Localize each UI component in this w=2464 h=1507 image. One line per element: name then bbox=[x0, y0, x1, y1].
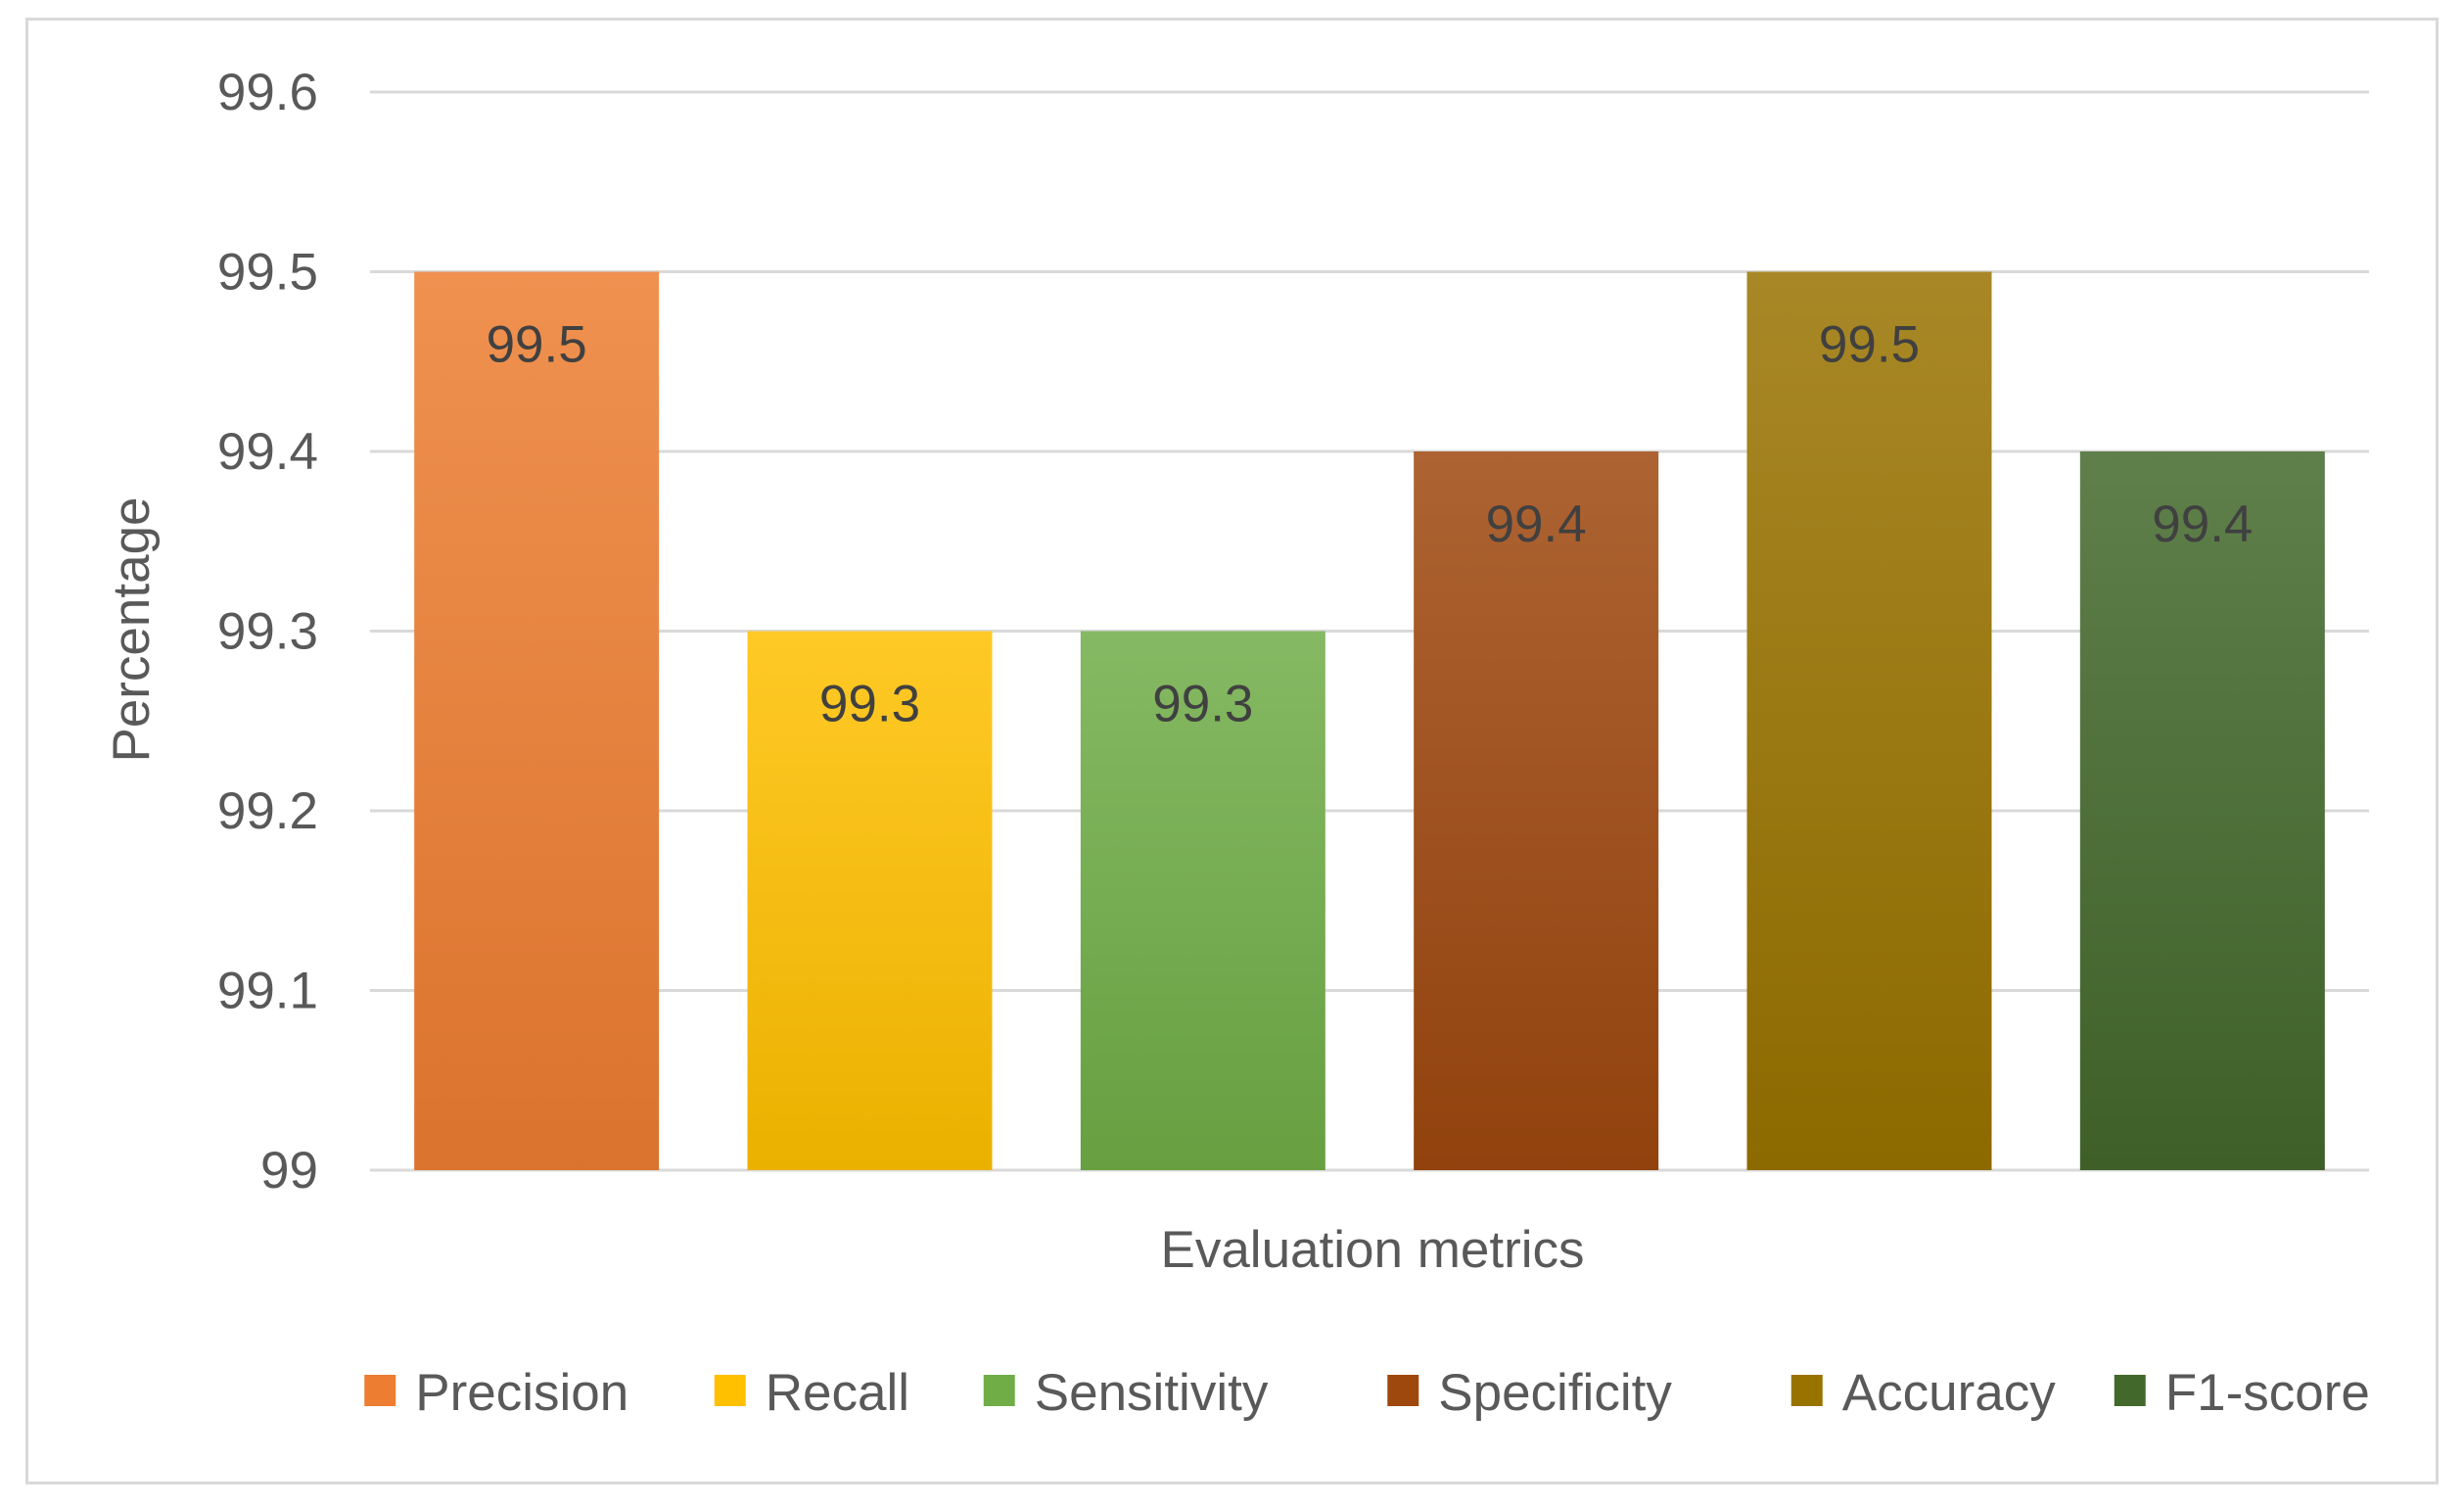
y-tick-label: 99 bbox=[260, 1142, 318, 1200]
legend-label: Sensitivity bbox=[1035, 1364, 1269, 1422]
bar-accuracy bbox=[1746, 271, 1992, 1170]
legend-swatch bbox=[714, 1375, 746, 1406]
data-label-accuracy: 99.5 bbox=[1819, 316, 1920, 374]
legend-item-recall: Recall bbox=[714, 1364, 909, 1422]
legend-swatch bbox=[2114, 1375, 2146, 1406]
y-axis-title: Percentage bbox=[103, 496, 161, 762]
legend-item-f1-score: F1-score bbox=[2114, 1364, 2370, 1422]
x-axis-title: Evaluation metrics bbox=[1160, 1221, 1584, 1279]
legend-label: Specificity bbox=[1438, 1364, 1672, 1422]
y-tick-label: 99.2 bbox=[217, 782, 318, 840]
y-tick-label: 99.1 bbox=[217, 963, 318, 1020]
legend-item-accuracy: Accuracy bbox=[1790, 1364, 2056, 1422]
bar-sensitivity bbox=[1080, 631, 1325, 1170]
data-label-sensitivity: 99.3 bbox=[1152, 676, 1253, 733]
legend: Precision Recall Sensitivity Specificity Acc… bbox=[364, 1364, 2370, 1422]
legend-label: Recall bbox=[766, 1364, 909, 1422]
bar-recall bbox=[747, 631, 993, 1170]
bar-precision bbox=[414, 271, 660, 1170]
y-tick-label: 99.4 bbox=[217, 423, 318, 481]
legend-swatch bbox=[1790, 1375, 1823, 1406]
bars bbox=[414, 271, 2325, 1170]
y-tick-label: 99.3 bbox=[217, 603, 318, 661]
legend-swatch bbox=[983, 1375, 1015, 1406]
legend-swatch bbox=[364, 1375, 396, 1406]
data-label-recall: 99.3 bbox=[819, 676, 920, 733]
data-label-precision: 99.5 bbox=[487, 316, 587, 374]
legend-item-precision: Precision bbox=[364, 1364, 628, 1422]
legend-item-specificity: Specificity bbox=[1387, 1364, 1672, 1422]
data-label-specificity: 99.4 bbox=[1486, 495, 1587, 553]
bar-specificity bbox=[1414, 451, 1659, 1170]
legend-label: Precision bbox=[415, 1364, 628, 1422]
y-axis-ticks: 99 99.1 99.2 99.3 99.4 99.5 99.6 bbox=[217, 64, 318, 1200]
y-tick-label: 99.5 bbox=[217, 244, 318, 302]
y-tick-label: 99.6 bbox=[217, 64, 318, 121]
legend-label: Accuracy bbox=[1842, 1364, 2056, 1422]
legend-swatch bbox=[1387, 1375, 1419, 1406]
gridlines bbox=[370, 90, 2369, 1172]
legend-label: F1-score bbox=[2165, 1364, 2370, 1422]
data-label-f1-score: 99.4 bbox=[2152, 495, 2253, 553]
legend-item-sensitivity: Sensitivity bbox=[983, 1364, 1269, 1422]
data-labels: 99.5 99.3 99.3 99.4 99.5 99.4 bbox=[487, 316, 2254, 733]
bar-f1-score bbox=[2079, 451, 2325, 1170]
